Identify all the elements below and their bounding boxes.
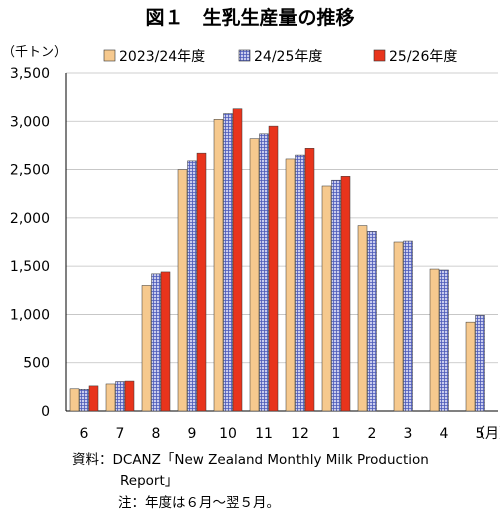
bar-1-9 (187, 160, 197, 412)
x-axis-unit-label: （月） (471, 426, 500, 442)
x-axis-ticks: 6 7 8 9 10 11 12 1 2 3 4 5 (80, 426, 485, 442)
fiscal-year-note: 注：年度は６月～翌５月。 (118, 495, 280, 511)
bar-1-8 (151, 273, 161, 412)
bar-0-3 (393, 241, 404, 412)
y-tick-label: 1,000 (10, 307, 50, 323)
y-axis-ticks: 0 500 1,000 1,500 2,000 2,500 3,000 3,500 (10, 66, 50, 420)
y-tick-label: 2,500 (10, 163, 50, 179)
bar-2-10 (232, 108, 243, 412)
y-tick-label: 0 (41, 404, 50, 420)
bar-0-12 (285, 158, 296, 412)
x-tick-label: 11 (255, 426, 273, 442)
bar-1-6 (79, 389, 89, 412)
bar-1-12 (295, 154, 305, 412)
bar-0-6 (69, 388, 80, 412)
legend-label-1: 24/25年度 (254, 49, 322, 65)
y-tick-label: 3,500 (10, 66, 50, 82)
bar-1-3 (403, 240, 413, 412)
x-tick-label: 5 (476, 426, 485, 442)
bar-2-1 (340, 176, 351, 412)
legend-label-0: 2023/24年度 (119, 49, 205, 65)
bar-1-10 (223, 113, 233, 412)
bar-0-9 (177, 169, 188, 412)
bar-1-7 (115, 381, 125, 412)
gridlines (65, 72, 498, 412)
y-axis-unit-label: （千トン） (2, 45, 67, 60)
chart-title: 図１ 生乳生産量の推移 (145, 6, 354, 29)
bar-0-11 (249, 138, 260, 412)
legend-swatch-0 (103, 49, 116, 62)
bar-1-2 (367, 231, 377, 412)
x-tick-label: 10 (219, 426, 237, 442)
bar-0-4 (429, 268, 440, 412)
bar-1-11 (259, 133, 269, 412)
x-tick-label: 2 (368, 426, 377, 442)
bar-0-2 (357, 225, 368, 412)
x-tick-label: 7 (116, 426, 125, 442)
bar-0-7 (105, 383, 116, 412)
legend-swatch-1 (238, 49, 251, 62)
y-tick-label: 3,000 (10, 114, 50, 130)
x-tick-label: 3 (404, 426, 413, 442)
x-tick-label: 9 (188, 426, 197, 442)
y-tick-label: 500 (23, 356, 50, 372)
x-tick-label: 4 (440, 426, 449, 442)
bar-2-6 (88, 385, 99, 412)
bar-0-8 (141, 285, 152, 412)
x-tick-label: 8 (152, 426, 161, 442)
legend: 2023/24年度 24/25年度 25/26年度 (103, 49, 457, 65)
bar-1-4 (439, 269, 449, 412)
x-tick-label: 12 (291, 426, 309, 442)
bar-0-1 (321, 185, 332, 412)
y-tick-label: 2,000 (10, 211, 50, 227)
bar-0-10 (213, 119, 224, 412)
x-tick-label: 1 (332, 426, 341, 442)
source-note-line1: 資料：DCANZ「New Zealand Monthly Milk Produc… (72, 452, 429, 468)
bar-2-7 (124, 380, 135, 412)
bar-2-9 (196, 152, 207, 412)
bar-2-12 (304, 148, 315, 412)
y-tick-label: 1,500 (10, 259, 50, 275)
bar-2-8 (160, 271, 171, 412)
bars (69, 108, 485, 412)
bar-1-5 (475, 315, 485, 412)
legend-label-2: 25/26年度 (389, 49, 457, 65)
bar-2-11 (268, 125, 279, 412)
source-note-line2: Report」 (120, 473, 178, 489)
bar-0-5 (465, 321, 476, 412)
x-tick-label: 6 (80, 426, 89, 442)
bar-1-1 (331, 179, 341, 412)
legend-swatch-2 (373, 49, 386, 62)
